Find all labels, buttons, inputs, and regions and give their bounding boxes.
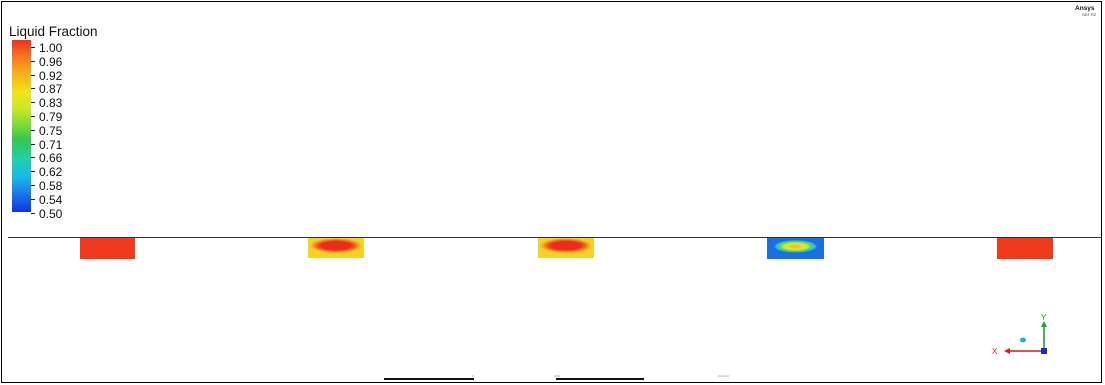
axis-triad: X Y [992, 313, 1047, 356]
colorbar [12, 40, 31, 212]
pcm-block-3 [538, 238, 594, 258]
colorbar-tick [31, 102, 35, 104]
colorbar-tick [31, 129, 35, 131]
colorbar-tick-label: 1.00 [39, 41, 63, 55]
colorbar-tick [31, 60, 35, 62]
x-axis-arrowhead [1004, 348, 1010, 354]
colorbar-tick [31, 74, 35, 76]
colorbar-tick [31, 116, 35, 117]
colorbar-tick [31, 143, 35, 145]
y-axis-label: Y [1041, 313, 1047, 322]
triad-origin [1041, 348, 1047, 354]
colorbar-tick-label: 0.87 [39, 82, 63, 97]
colorbar-tick-label: 0.75 [39, 123, 63, 138]
pcm-block-5 [997, 238, 1053, 259]
domain-top-edge [8, 237, 1102, 238]
colorbar-tick-label: 0.96 [39, 54, 63, 69]
colorbar-tick [31, 47, 35, 48]
colorbar-tick [31, 88, 35, 90]
pcm-block-1 [80, 238, 135, 259]
scale-label-2: 0.04 (m) [718, 374, 730, 378]
ansys-version: SDT R2 [1082, 12, 1097, 17]
colorbar-tick-label: 0.50 [39, 206, 63, 221]
ansys-logo: Ansys [1075, 5, 1095, 12]
colorbar-tick [31, 157, 35, 159]
y-axis-arrowhead [1041, 321, 1047, 327]
pcm-block-2 [308, 238, 364, 258]
colorbar-tick-label: 0.54 [39, 192, 63, 207]
scale-bar: 0 0.02 0.04 (m) [384, 374, 744, 384]
colorbar-tick-label: 0.62 [39, 165, 63, 180]
colorbar-tick-label: 0.71 [39, 137, 63, 152]
colorbar-tick-label: 0.66 [39, 151, 63, 166]
z-axis-dot [1020, 337, 1026, 343]
colorbar-tick [31, 212, 35, 214]
colorbar-tick [31, 198, 35, 200]
colorbar-tick-label: 0.83 [39, 96, 63, 111]
legend-title: Liquid Fraction [9, 24, 98, 39]
scale-label-0: 0 [472, 374, 474, 378]
scale-label-1: 0.02 [554, 374, 560, 378]
x-axis-label: X [992, 347, 998, 356]
colorbar-tick [31, 185, 35, 186]
colorbar-tick-label: 0.79 [39, 110, 63, 124]
colorbar-tick [31, 171, 35, 173]
colorbar-tick-label: 0.92 [39, 68, 63, 83]
colorbar-tick-label: 0.58 [39, 179, 63, 193]
pcm-block-4 [767, 238, 824, 259]
